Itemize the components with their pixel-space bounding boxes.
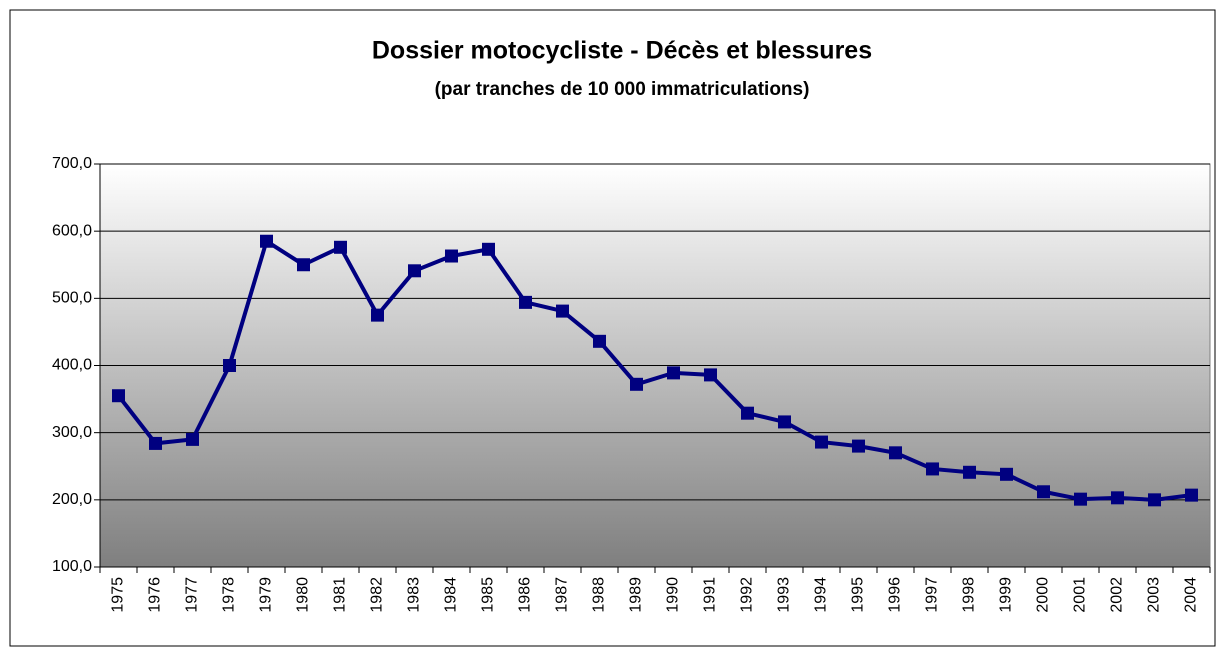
marker [889,446,902,460]
x-tick-label: 2003 [1146,577,1163,613]
x-tick-label: 1983 [406,577,423,613]
y-tick-label: 300,0 [52,424,92,441]
x-tick-label: 1989 [628,577,645,613]
x-tick-label: 2001 [1072,577,1089,613]
marker [519,295,532,309]
marker [778,415,791,429]
x-tick-label: 1975 [110,577,127,613]
marker [1000,467,1013,481]
marker [593,334,606,348]
x-tick-label: 1988 [591,577,608,613]
x-tick-label: 1993 [776,577,793,613]
marker [186,432,199,446]
y-tick-label: 200,0 [52,491,92,508]
x-tick-label: 1996 [887,577,904,613]
y-tick-label: 100,0 [52,558,92,575]
x-tick-label: 1998 [961,577,978,613]
marker [1148,493,1161,507]
x-tick-label: 1986 [517,577,534,613]
x-tick-label: 1977 [184,577,201,613]
x-tick-label: 1992 [739,577,756,613]
marker [112,389,125,403]
x-tick-label: 2002 [1109,577,1126,613]
marker [1111,491,1124,505]
x-tick-label: 1991 [702,577,719,613]
marker [963,465,976,479]
marker [630,377,643,391]
marker [741,406,754,420]
x-tick-label: 1978 [221,577,238,613]
marker [556,304,569,318]
marker [667,366,680,380]
x-tick-label: 1990 [665,577,682,613]
x-tick-label: 2004 [1183,577,1200,613]
chart-title: Dossier motocycliste - Décès et blessure… [372,37,872,65]
y-tick-label: 400,0 [52,357,92,374]
y-tick-label: 600,0 [52,222,92,239]
x-tick-label: 1997 [924,577,941,613]
x-tick-label: 1981 [332,577,349,613]
y-tick-label: 700,0 [52,155,92,172]
x-tick-label: 1985 [480,577,497,613]
marker [815,435,828,449]
x-tick-label: 1982 [369,577,386,613]
x-tick-label: 1984 [443,577,460,613]
marker [408,264,421,278]
x-tick-label: 1976 [147,577,164,613]
marker [223,359,236,372]
x-tick-label: 2000 [1035,577,1052,613]
x-tick-label: 1987 [554,577,571,613]
marker [926,462,939,476]
marker [445,249,458,263]
marker [1185,488,1198,502]
y-tick-label: 500,0 [52,290,92,307]
marker [297,258,310,272]
x-tick-label: 1995 [850,577,867,613]
marker [260,234,273,248]
x-tick-label: 1999 [998,577,1015,613]
marker [482,242,495,256]
x-tick-label: 1980 [295,577,312,613]
marker [704,368,717,382]
x-tick-label: 1979 [258,577,275,613]
chart-subtitle: (par tranches de 10 000 immatriculations… [435,79,810,100]
marker [1037,485,1050,499]
marker [334,240,347,254]
x-tick-label: 1994 [813,577,830,613]
marker [149,436,162,450]
marker [852,439,865,453]
marker [371,308,384,322]
marker [1074,492,1087,506]
